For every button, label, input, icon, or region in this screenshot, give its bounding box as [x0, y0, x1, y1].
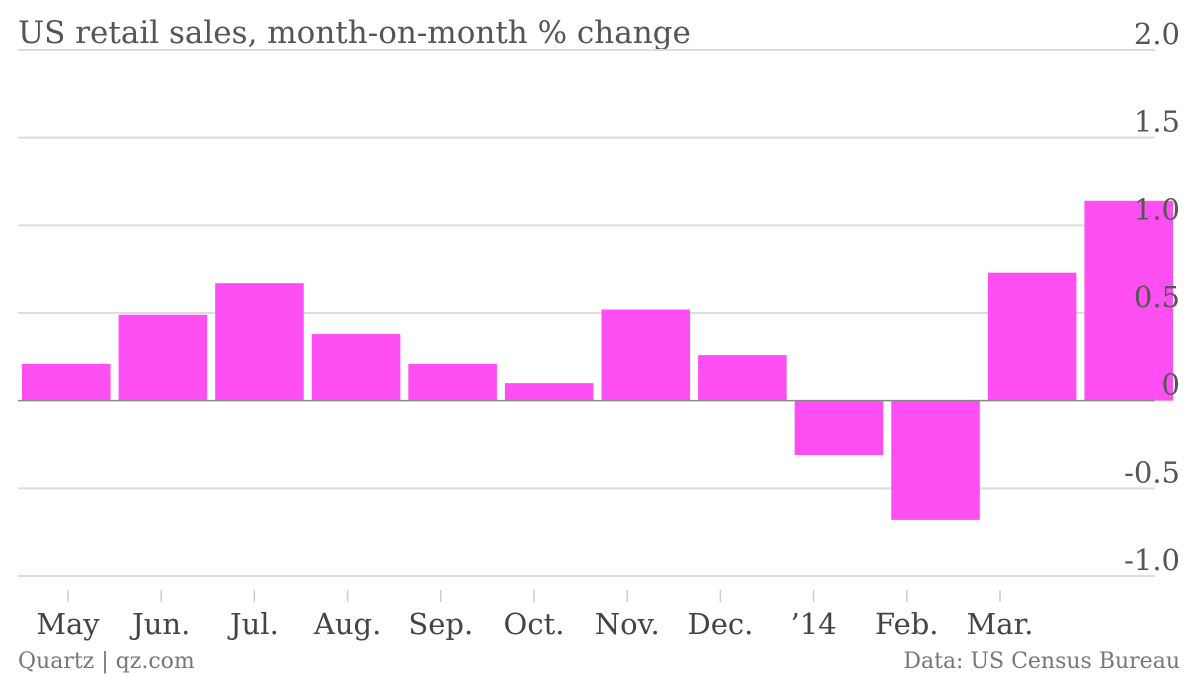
- x-tick-label: Sep.: [408, 607, 473, 641]
- chart-title: US retail sales, month-on-month % change: [18, 15, 691, 51]
- bar: [408, 363, 497, 401]
- x-tick-label: Oct.: [504, 607, 565, 641]
- bar: [891, 400, 980, 520]
- y-tick-label: -0.5: [1124, 455, 1180, 489]
- x-tick-label: Aug.: [313, 607, 381, 641]
- bar: [987, 272, 1077, 401]
- x-tick-label: Feb.: [875, 607, 938, 641]
- bar: [311, 334, 401, 401]
- x-tick-label: Nov.: [595, 607, 660, 641]
- bar: [118, 314, 208, 401]
- x-tick-label: May: [36, 607, 100, 641]
- y-tick-label: 2.0: [1134, 17, 1180, 51]
- y-tick-label: -1.0: [1124, 543, 1180, 577]
- bar: [22, 363, 111, 401]
- x-tick-label: ’14: [791, 607, 837, 641]
- data-source: Data: US Census Bureau: [903, 649, 1180, 674]
- y-tick-label: 0: [1162, 368, 1180, 402]
- bars: [22, 200, 1173, 520]
- gridlines: [18, 49, 1155, 577]
- bar: [794, 400, 884, 456]
- bar: [1084, 200, 1173, 401]
- y-tick-label: 1.0: [1134, 192, 1180, 226]
- source-credit: Quartz | qz.com: [18, 649, 195, 674]
- x-tick-label: Dec.: [687, 607, 753, 641]
- x-tick-label: Jul.: [227, 607, 279, 641]
- axes: 2.0 1.5 1.0 0.5 0 -0.5 -1.0 May Jun. Jul. Aug. Sep.…: [18, 17, 1180, 641]
- bar: [698, 355, 787, 401]
- x-tick-label: Jun.: [129, 607, 190, 641]
- y-tick-label: 0.5: [1134, 280, 1180, 314]
- y-tick-label: 1.5: [1134, 105, 1180, 139]
- bar: [601, 309, 691, 401]
- x-tick-label: Mar.: [967, 607, 1034, 641]
- bar: [215, 283, 304, 401]
- bar: [504, 383, 594, 401]
